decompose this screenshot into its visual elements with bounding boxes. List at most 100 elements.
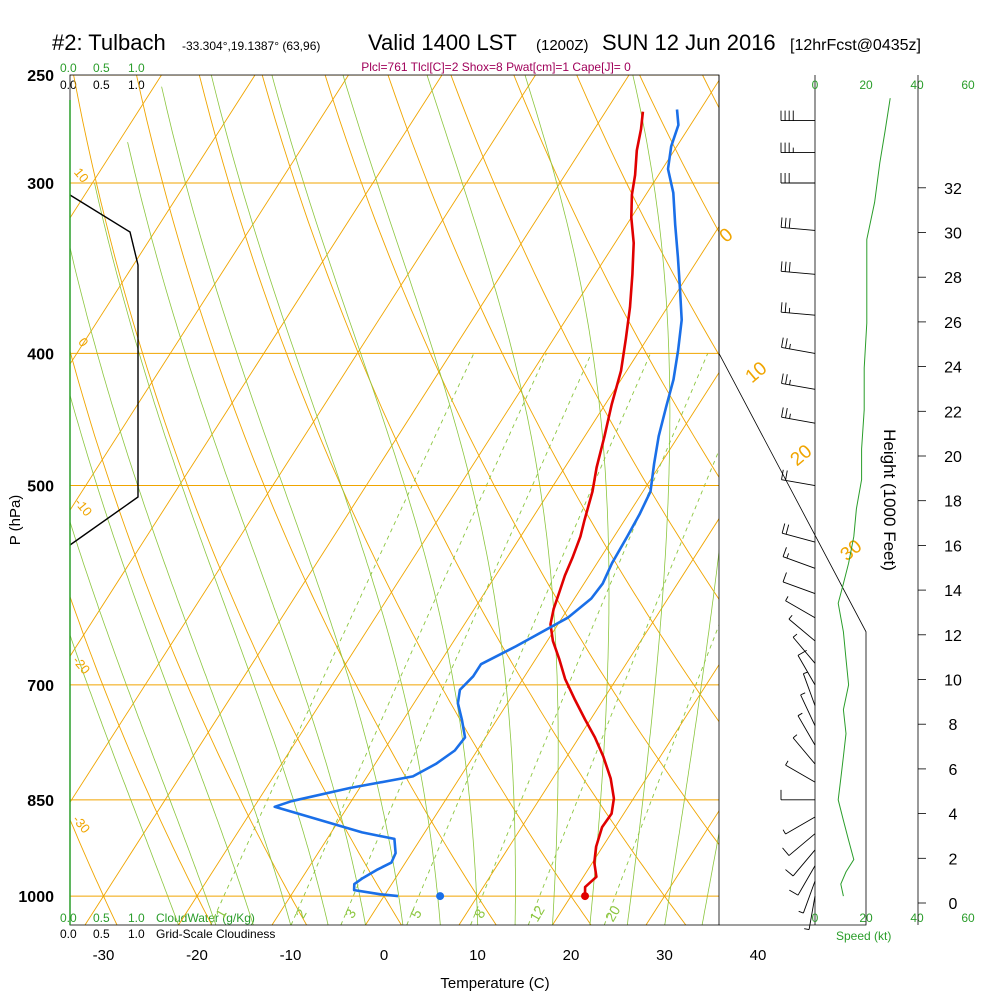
pressure-tick-label: 700: [27, 678, 54, 695]
wind-barb-half: [785, 760, 789, 766]
pressure-tick-label: 400: [27, 346, 54, 363]
wind-barb-flag: [780, 217, 783, 228]
isotherm-label: 10: [742, 358, 772, 388]
x-tick-label: 20: [563, 947, 580, 964]
wind-speed-tick: 0: [812, 911, 819, 925]
dry-adiabat-line: [73, 75, 402, 925]
wind-barb-staff: [781, 270, 816, 275]
moist-adiabat-line: [210, 75, 441, 925]
wind-barb-flag: [785, 470, 788, 481]
wind-barb-staff: [808, 896, 816, 930]
mixing-ratio-label: 5: [407, 906, 425, 921]
wind-barb-flag: [782, 572, 787, 583]
wind-barb-flag: [789, 889, 799, 896]
moist-adiabat-line: [626, 75, 671, 925]
x-tick-label: 30: [656, 947, 673, 964]
dry-adiabat-line: [70, 349, 307, 925]
wind-speed-tick: 20: [859, 911, 873, 925]
wind-barb: [780, 110, 815, 122]
wind-barb: [781, 337, 816, 354]
wind-barb: [797, 650, 816, 686]
cloudiness-tick-top: 1.0: [128, 78, 145, 92]
wind-barb-staff: [802, 673, 816, 706]
sounding-indices: Plcl=761 Tlcl[C]=2 Shox=8 Pwat[cm]=1 Cap…: [361, 60, 631, 74]
dry-adiabat-line: [70, 818, 118, 925]
wind-barb-staff: [802, 880, 816, 914]
wind-barb: [797, 712, 816, 746]
mixing-ratio-label: 12: [526, 903, 548, 925]
dry-adiabat-line: [136, 75, 497, 925]
moist-adiabat-line: [127, 142, 366, 925]
wind-barb-staff: [785, 816, 816, 835]
moist-adiabat-line: [664, 548, 719, 925]
isotherm-line: [70, 75, 536, 804]
height-tick-label: 12: [944, 628, 962, 645]
wind-barb-staff: [792, 849, 816, 877]
wind-speed-tick-top: 40: [910, 78, 924, 92]
wind-barb: [800, 692, 816, 726]
pressure-tick-label: 1000: [18, 889, 54, 906]
wind-barb: [780, 172, 815, 184]
wind-barb-flag: [782, 547, 787, 557]
wind-barb: [782, 572, 816, 594]
wind-barb: [788, 614, 816, 642]
wind-barb: [782, 547, 816, 569]
mixing-ratio-label: 3: [342, 906, 360, 921]
adiabat-label: -20: [70, 653, 94, 677]
pressure-tick-label: 250: [27, 68, 54, 85]
dry-adiabat-line: [70, 595, 213, 925]
wind-barb: [780, 217, 816, 231]
mixing-ratio-line: [470, 353, 709, 925]
mixing-ratio-line: [290, 353, 547, 925]
height-tick-label: 26: [944, 315, 962, 332]
cloudiness-tick: 0.5: [93, 927, 110, 941]
adiabat-label: 0: [75, 335, 91, 350]
cloud-water-tick-top: 1.0: [128, 61, 145, 75]
wind-barb: [780, 142, 815, 154]
dry-adiabat-line: [513, 75, 719, 478]
wind-barb-half: [782, 829, 786, 835]
height-tick-label: 30: [944, 226, 962, 243]
surface-temperature-dot: [581, 892, 590, 901]
cloudiness-tick: 1.0: [128, 927, 145, 941]
isotherm-line: [178, 79, 719, 925]
wind-barb-half: [789, 413, 791, 419]
dry-adiabat-line: [261, 75, 687, 925]
mixing-ratio-line: [210, 353, 475, 925]
cloud-profile: [69, 194, 139, 546]
wind-speed-tick-top: 20: [859, 78, 873, 92]
mixing-ratio-line: [406, 353, 651, 925]
wind-barb-half: [786, 553, 790, 559]
zulu-time: (1200Z): [536, 37, 589, 54]
mixing-ratio-label: 8: [471, 906, 489, 921]
isotherm-label: 20: [787, 441, 817, 471]
dry-adiabat-line: [387, 75, 719, 723]
wind-barb-flag: [785, 869, 794, 877]
isotherm-line: [271, 225, 719, 925]
wind-barb-flag: [784, 217, 787, 228]
wind-barb-staff: [785, 600, 816, 619]
height-tick-label: 4: [949, 807, 958, 824]
wind-barb-half: [792, 734, 798, 739]
wind-barb: [785, 849, 816, 877]
height-tick-label: 24: [944, 360, 962, 377]
wind-barb-staff: [781, 226, 816, 231]
wind-barb-half: [792, 633, 798, 638]
wind-barb: [785, 596, 816, 619]
wind-speed-tick-top: 60: [961, 78, 975, 92]
x-axis-title: Temperature (C): [440, 975, 549, 992]
wind-barb-flag: [781, 523, 786, 534]
moist-adiabat-line: [524, 75, 610, 925]
wind-barb: [789, 865, 816, 896]
wind-barb-half: [800, 692, 806, 696]
cloud-scale-bottom: 0.0 0.5 1.0 CloudWater (g/Kg) 0.0 0.5 1.…: [60, 911, 275, 941]
wind-barb-staff: [792, 636, 816, 664]
surface-dewpoint-dot: [436, 892, 445, 901]
wind-barb: [780, 789, 815, 801]
wind-barb: [785, 760, 816, 783]
dry-adiabat-line: [828, 75, 1000, 925]
wind-barb-staff: [800, 694, 816, 726]
height-tick-label: 0: [949, 896, 958, 913]
moist-adiabat-line: [70, 633, 179, 925]
height-tick-label: 16: [944, 538, 962, 555]
